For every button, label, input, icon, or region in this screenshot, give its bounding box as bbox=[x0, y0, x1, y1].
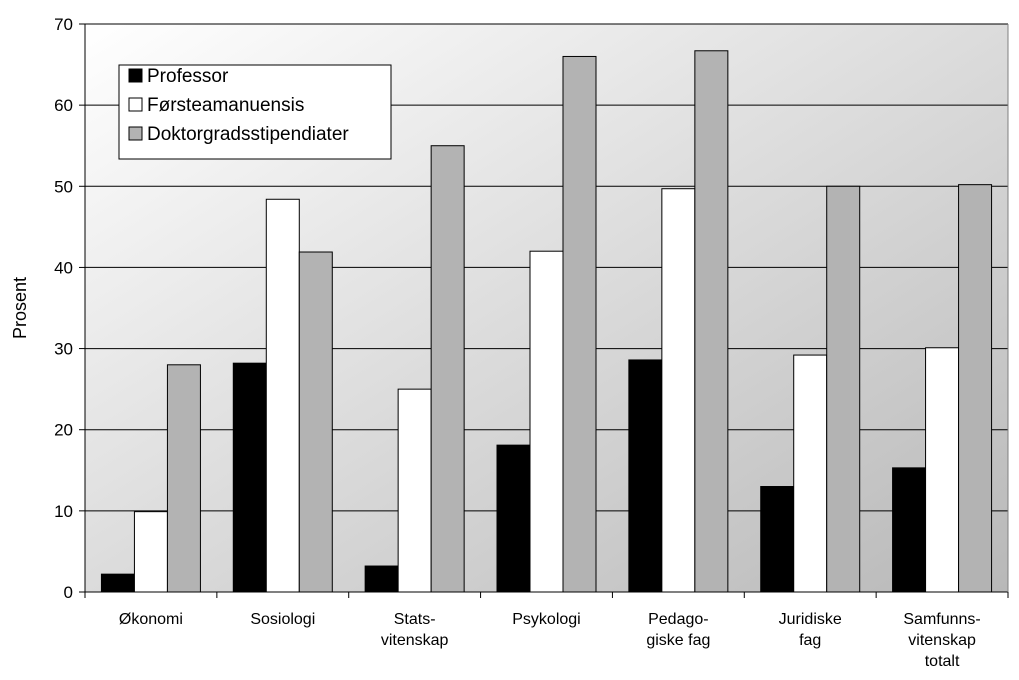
y-tick-label: 10 bbox=[54, 502, 73, 521]
y-tick-label: 40 bbox=[54, 258, 73, 277]
x-category-label: Pedago-giske fag bbox=[646, 611, 710, 649]
legend: Professor Førsteamanuensis Doktorgradsstip… bbox=[118, 64, 392, 160]
x-category-label: Økonomi bbox=[119, 611, 183, 628]
bar-doktorgradsstipendiater-3 bbox=[562, 55, 597, 593]
legend-swatch bbox=[128, 126, 143, 141]
x-category-label: Psykologi bbox=[512, 611, 580, 628]
bar-professor-6 bbox=[892, 467, 927, 593]
bar-førsteamanuensis-1 bbox=[265, 198, 300, 593]
bar-professor-2 bbox=[364, 565, 399, 593]
y-tick-label: 60 bbox=[54, 96, 73, 115]
bar-førsteamanuensis-3 bbox=[529, 250, 564, 593]
legend-label: Førsteamanuensis bbox=[147, 95, 304, 116]
bar-professor-4 bbox=[628, 359, 663, 593]
bar-førsteamanuensis-0 bbox=[133, 511, 168, 593]
y-axis-title: Prosent bbox=[10, 277, 30, 339]
bars bbox=[100, 50, 993, 593]
legend-swatch bbox=[128, 97, 143, 112]
bar-doktorgradsstipendiater-6 bbox=[958, 184, 993, 593]
bar-professor-0 bbox=[100, 573, 135, 593]
y-tick-labels: 0 10 20 30 40 50 60 70 bbox=[54, 15, 85, 602]
legend-swatch bbox=[128, 68, 143, 83]
bar-doktorgradsstipendiater-0 bbox=[166, 364, 201, 593]
y-tick-label: 0 bbox=[64, 583, 73, 602]
y-tick-label: 30 bbox=[54, 340, 73, 359]
bar-doktorgradsstipendiater-5 bbox=[826, 185, 861, 593]
y-tick-label: 50 bbox=[54, 177, 73, 196]
x-category-label: Samfunns-vitenskap totalt bbox=[903, 611, 980, 670]
legend-label: Professor bbox=[147, 66, 229, 87]
bar-førsteamanuensis-5 bbox=[793, 354, 828, 593]
bar-doktorgradsstipendiater-4 bbox=[694, 50, 729, 593]
y-tick-label: 70 bbox=[54, 15, 73, 34]
bar-professor-5 bbox=[760, 486, 795, 593]
x-category-label: Stats-vitenskap bbox=[381, 611, 449, 649]
legend-box bbox=[118, 64, 392, 160]
bar-førsteamanuensis-2 bbox=[397, 388, 432, 593]
axes bbox=[84, 24, 1009, 598]
bar-professor-3 bbox=[496, 444, 531, 593]
x-category-labels: Økonomi Sosiologi Stats-vitenskap Psykologi… bbox=[119, 611, 981, 670]
bar-doktorgradsstipendiater-2 bbox=[430, 145, 465, 593]
bar-førsteamanuensis-4 bbox=[661, 188, 696, 593]
legend-label: Doktorgradsstipendiater bbox=[147, 124, 349, 145]
bar-førsteamanuensis-6 bbox=[925, 347, 960, 593]
x-category-label: Sosiologi bbox=[250, 611, 315, 628]
bar-doktorgradsstipendiater-1 bbox=[298, 251, 333, 593]
x-category-label: Juridiske fag bbox=[779, 611, 842, 649]
bar-professor-1 bbox=[232, 362, 267, 593]
y-tick-label: 20 bbox=[54, 421, 73, 440]
